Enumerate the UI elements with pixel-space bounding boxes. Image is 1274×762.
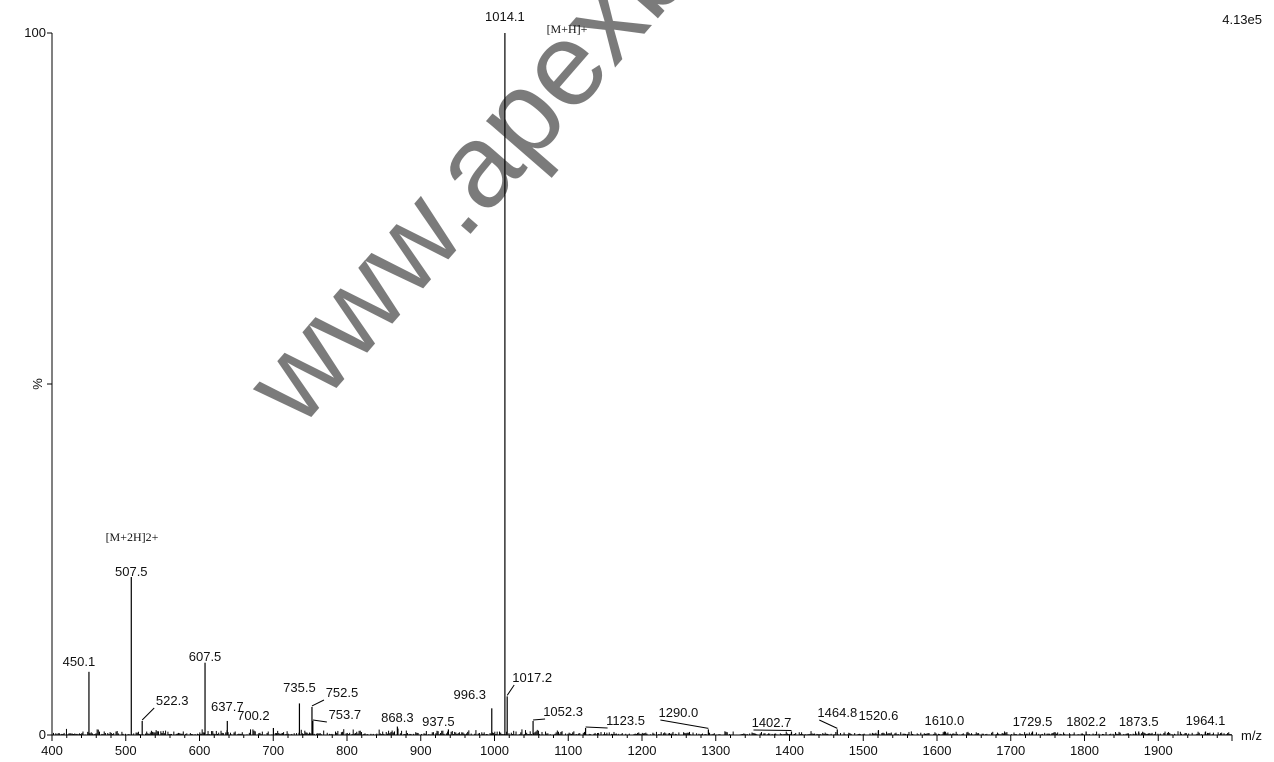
- x-tick-label: 400: [41, 743, 63, 758]
- y-tick-label: 100: [24, 25, 46, 40]
- ion-annotations: [M+H]+ [M+2H]2+: [106, 22, 588, 544]
- axes: [51, 33, 1232, 736]
- peak-label-leaders: [141, 684, 838, 731]
- peak-label: 1290.0: [658, 705, 698, 720]
- peak-label: 1123.5: [606, 713, 645, 728]
- x-tick-label: 1300: [701, 743, 730, 758]
- max-intensity-label: 4.13e5: [1222, 12, 1262, 27]
- x-tick-label: 700: [262, 743, 284, 758]
- peak-lines: [88, 33, 1207, 735]
- peak-leader: [506, 684, 515, 696]
- peak-leader: [533, 718, 546, 721]
- x-tick-label: 1400: [775, 743, 804, 758]
- x-tick-label: 1600: [923, 743, 952, 758]
- peak-leader: [660, 719, 709, 729]
- peak-leader: [585, 726, 608, 729]
- peak-label: 753.7: [329, 707, 362, 722]
- x-tick-label: 1100: [554, 743, 582, 758]
- peak-label: 1729.5: [1013, 714, 1053, 729]
- y-tick-label: 0: [39, 727, 46, 742]
- x-tick-label: 1000: [480, 743, 509, 758]
- peak-label: 1873.5: [1119, 714, 1159, 729]
- peak-label: 1402.7: [752, 715, 792, 730]
- peak-label: 735.5: [283, 680, 316, 695]
- peak-label: 1520.6: [859, 708, 899, 723]
- peak-label: 1964.1: [1186, 713, 1226, 728]
- ion-annotation: [M+H]+: [547, 22, 588, 36]
- x-tick-label: 900: [410, 743, 432, 758]
- peak-leader: [312, 719, 327, 723]
- peak-leader: [311, 699, 325, 707]
- peak-label: 1610.0: [924, 713, 964, 728]
- peak-leader: [819, 719, 838, 729]
- peak-label: 700.2: [237, 708, 270, 723]
- peak-label: 1017.2: [512, 670, 552, 685]
- x-tick-label: 1200: [628, 743, 657, 758]
- peak-label: 522.3: [156, 693, 189, 708]
- x-tick-label: 1900: [1144, 743, 1173, 758]
- peak-label: 752.5: [326, 685, 359, 700]
- peak-label: 1014.1: [485, 9, 525, 24]
- peak-label: 607.5: [189, 649, 222, 664]
- peak-label: 507.5: [115, 564, 148, 579]
- peak-label: 637.7: [211, 699, 244, 714]
- peak-label: 450.1: [63, 654, 96, 669]
- watermark: www.apexb: [219, 0, 715, 448]
- x-tick-label: 1800: [1070, 743, 1099, 758]
- ion-annotation: [M+2H]2+: [106, 530, 159, 544]
- x-axis-label: m/z: [1241, 728, 1262, 743]
- peak-label: 1052.3: [543, 704, 583, 719]
- y-axis-label: %: [30, 378, 45, 390]
- peak-label: 996.3: [453, 687, 486, 702]
- peak-label: 868.3: [381, 710, 414, 725]
- x-axis-ticks: 400 500 600 700 800 900 1000 1100 1200 1300 1400 15…: [41, 735, 1233, 758]
- y-axis-ticks: 0 100: [24, 25, 52, 742]
- x-tick-label: 1500: [849, 743, 878, 758]
- peak-leader: [141, 707, 155, 721]
- peak-label: 937.5: [422, 714, 455, 729]
- x-tick-label: 800: [336, 743, 358, 758]
- watermark-text: www.apexb: [219, 0, 715, 448]
- x-tick-label: 500: [115, 743, 137, 758]
- peak-label: 1464.8: [817, 705, 857, 720]
- peak-label: 1802.2: [1066, 714, 1106, 729]
- x-tick-label: 1700: [996, 743, 1025, 758]
- baseline-noise: [52, 728, 1232, 735]
- x-tick-label: 600: [189, 743, 211, 758]
